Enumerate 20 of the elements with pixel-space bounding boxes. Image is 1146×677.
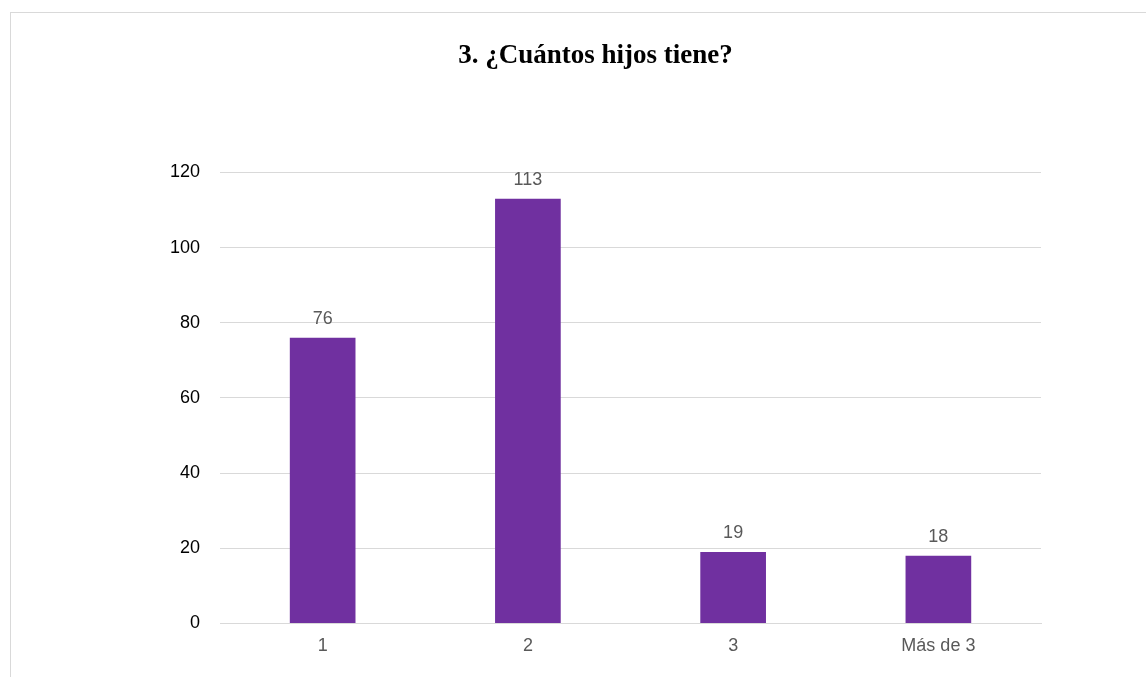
x-tick-label: 3 bbox=[728, 635, 739, 656]
y-tick-label: 80 bbox=[180, 311, 201, 332]
y-tick-label: 0 bbox=[190, 612, 201, 633]
x-tick-label: Más de 3 bbox=[901, 635, 976, 656]
y-tick-label: 20 bbox=[180, 537, 201, 558]
bar bbox=[289, 337, 356, 623]
y-tick-label: 40 bbox=[180, 462, 201, 483]
chart-title: 3. ¿Cuántos hijos tiene? bbox=[458, 39, 733, 70]
data-label: 76 bbox=[312, 307, 333, 328]
data-label: 18 bbox=[928, 525, 949, 546]
bar bbox=[700, 551, 766, 623]
y-tick-label: 120 bbox=[169, 161, 201, 182]
x-tick-label: 1 bbox=[317, 635, 328, 656]
x-tick-label: 2 bbox=[522, 635, 533, 656]
data-label: 19 bbox=[723, 521, 744, 542]
y-tick-label: 60 bbox=[180, 386, 201, 407]
bar bbox=[905, 555, 972, 623]
y-tick-label: 100 bbox=[169, 236, 201, 257]
data-label: 113 bbox=[513, 168, 543, 189]
bar bbox=[495, 198, 561, 623]
